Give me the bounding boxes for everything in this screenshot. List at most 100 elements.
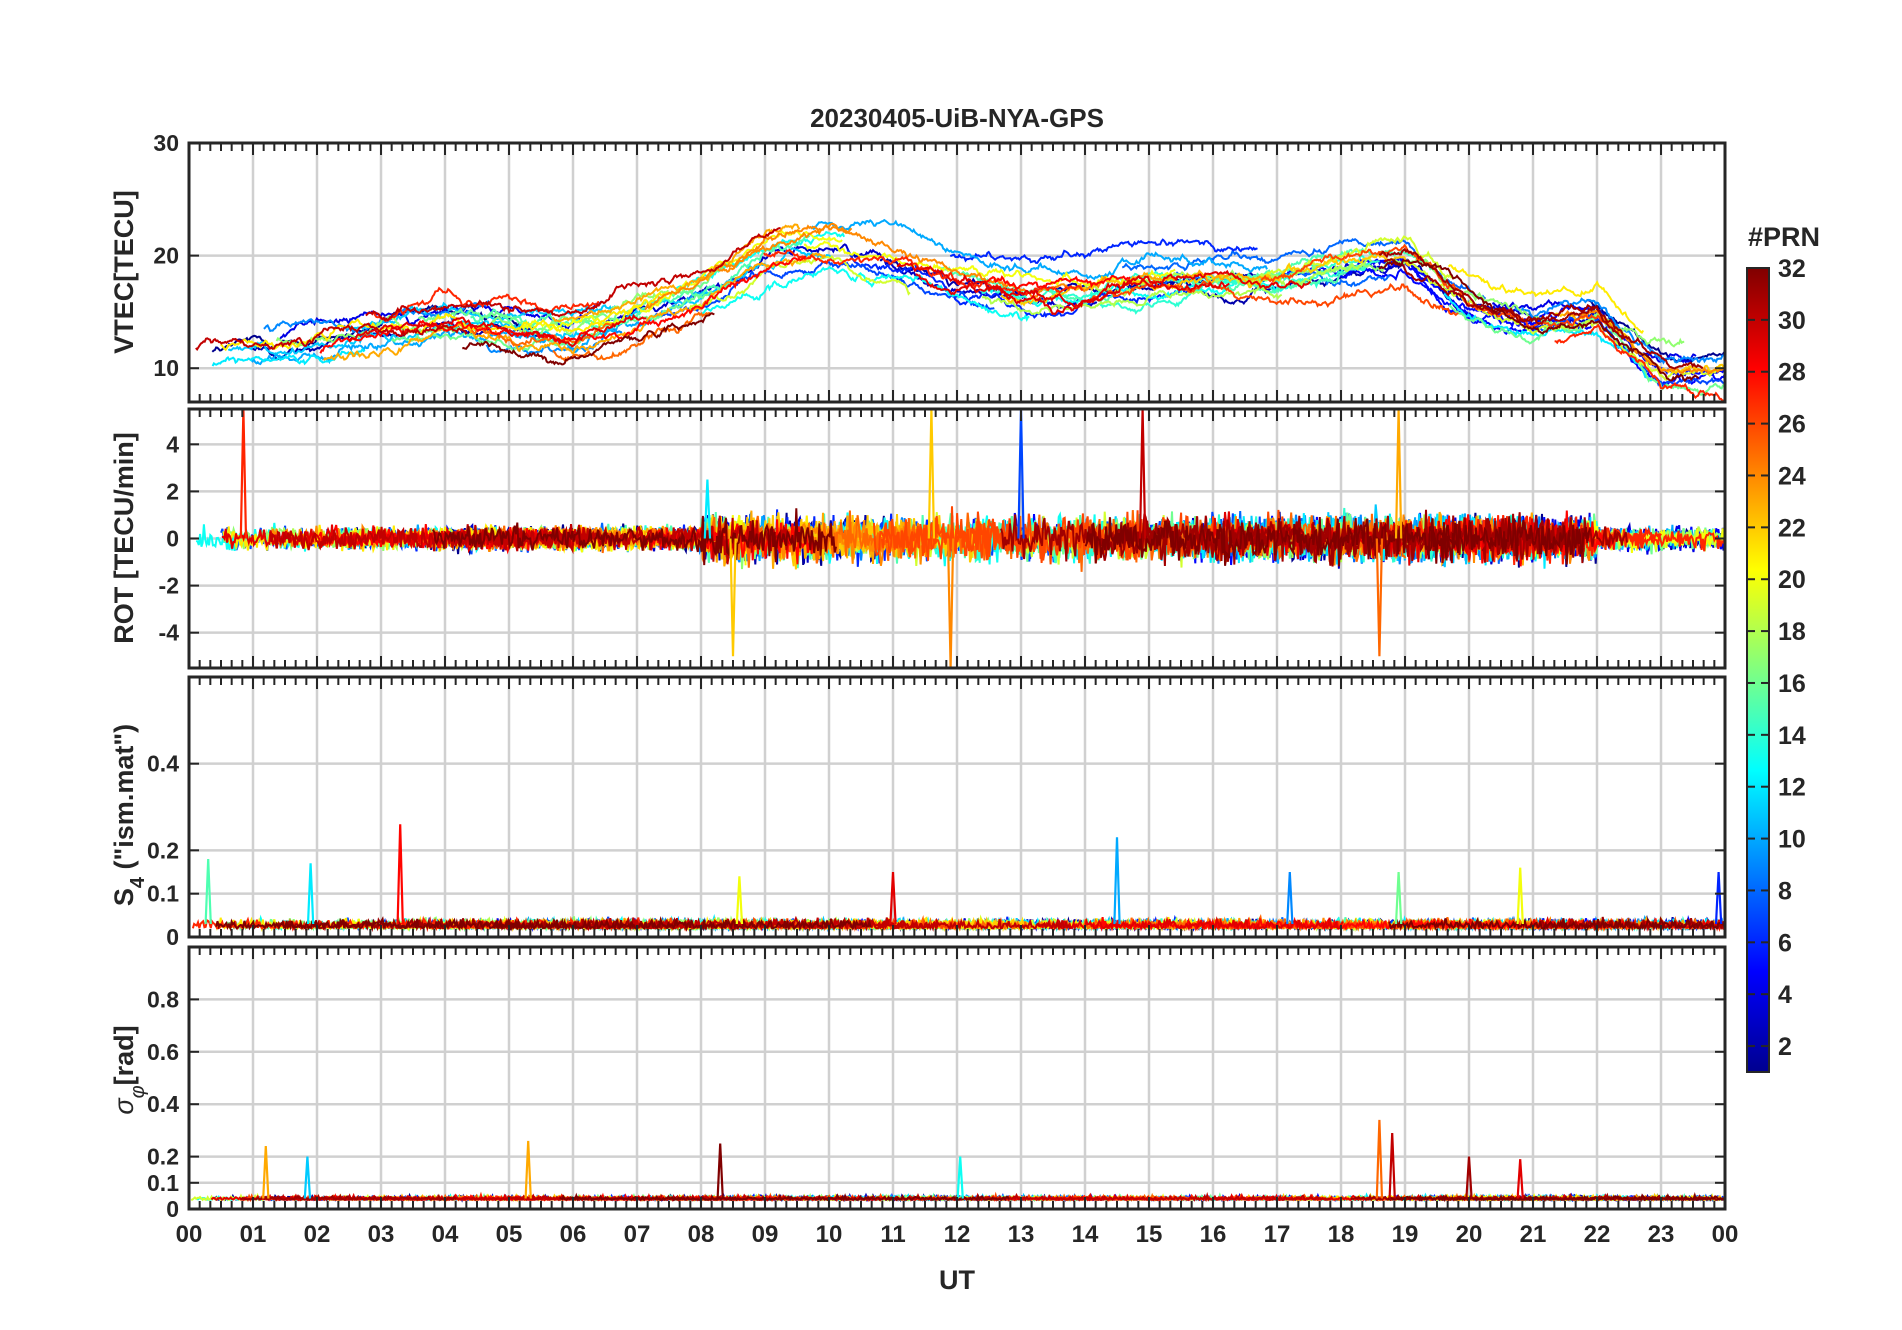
prn-trace: [220, 291, 671, 352]
x-tick-label: 18: [1328, 1221, 1355, 1248]
colorbar-tick-label: 30: [1778, 307, 1806, 335]
x-tick-label: 02: [304, 1221, 331, 1248]
x-tick-label: 10: [816, 1221, 843, 1248]
peak-spike: [1286, 871, 1294, 925]
x-tick-label: 22: [1584, 1221, 1611, 1248]
x-tick-label: 12: [944, 1221, 971, 1248]
data-traces: [195, 218, 1725, 402]
peak-spike: [1017, 409, 1025, 539]
colorbar-tick-label: 14: [1778, 722, 1806, 750]
prn-trace: [365, 227, 781, 322]
prn-trace: [1563, 309, 1725, 376]
peak-spike: [1394, 871, 1403, 925]
x-tick-labels: 00 01 02 03 04 05 06 07 08 09 10 11 12 13 14 15 16 17 18 19…: [176, 1221, 1739, 1248]
prn-trace: [559, 1192, 1010, 1202]
prn-trace: [551, 223, 801, 323]
colorbar-tick-label: 28: [1778, 359, 1806, 387]
y-tick-label: 0.2: [147, 1144, 179, 1170]
sigma-phi-panel: 00.10.2 0.4 0.6 0.8 σφ[rad]: [109, 945, 1727, 1222]
y-label-rest: ("ism.mat"): [109, 724, 139, 877]
peak-spike: [306, 863, 315, 925]
colorbar-tick-label: 12: [1778, 774, 1806, 802]
peak-spike: [927, 409, 936, 539]
peak-spike: [396, 824, 404, 925]
prn-trace: [803, 240, 1176, 287]
peak-spike: [716, 1143, 724, 1199]
peak-spike: [1113, 837, 1121, 925]
peak-spike: [889, 871, 897, 925]
colorbar-tick-label: 4: [1778, 981, 1792, 1009]
x-tick-label: 01: [240, 1221, 267, 1248]
prn-trace: [1388, 915, 1725, 932]
prn-trace: [896, 262, 1312, 308]
prn-trace: [417, 264, 726, 334]
x-tick-label: 23: [1648, 1221, 1675, 1248]
x-minor-ticks: [188, 409, 1726, 668]
peak-spike: [1375, 538, 1384, 657]
colorbar-label: #PRN: [1748, 222, 1820, 252]
prn-trace: [915, 273, 1230, 316]
s4-panel: 00.10.20.4S4 ("ism.mat"): [109, 675, 1727, 950]
x-tick-label: 16: [1200, 1221, 1227, 1248]
data-traces: [191, 1119, 1725, 1203]
peak-spike: [1138, 409, 1147, 539]
y-tick-labels: 10 20 30: [153, 130, 1725, 381]
prn-trace: [1554, 323, 1725, 402]
x-tick-label: 00: [1712, 1221, 1739, 1248]
peak-spike: [303, 1156, 312, 1199]
y-tick-label: 0.1: [147, 1170, 179, 1196]
peak-spike: [239, 409, 248, 539]
prn-trace: [431, 508, 837, 566]
x-minor-ticks: [188, 947, 1726, 1209]
y-tick-label: 0.4: [147, 751, 179, 777]
y-axis-label: S4 ("ism.mat"): [109, 724, 149, 906]
prn-trace: [716, 222, 853, 273]
peak-spike: [1516, 1159, 1524, 1199]
prn-trace: [348, 313, 647, 348]
y-label-subscript: φ: [127, 1085, 149, 1098]
colorbar-bar: [1746, 267, 1770, 1073]
vtec-panel: 10 20 30 VTEC[TECU]: [109, 130, 1727, 404]
colorbar-tick-label: 26: [1778, 411, 1806, 439]
peak-spike: [735, 876, 744, 925]
y-label-rest: [rad]: [109, 1025, 139, 1085]
colorbar-tick-label: 6: [1778, 929, 1792, 957]
prn-trace: [1378, 247, 1704, 370]
prn-trace: [1247, 235, 1455, 286]
y-tick-labels: 0 0.1 0.2 0.4: [147, 751, 1725, 950]
y-axis-label: σφ[rad]: [109, 1025, 149, 1114]
colorbar-tick-label: 18: [1778, 618, 1806, 646]
x-tick-label: 03: [368, 1221, 395, 1248]
y-axis-label: ROT [TECU/min]: [109, 432, 139, 643]
prn-trace: [552, 311, 712, 362]
prn-trace: [322, 252, 827, 361]
peak-spike: [524, 1140, 532, 1199]
colorbar-tick-label: 8: [1778, 877, 1792, 905]
prn-trace: [1126, 269, 1270, 285]
prn-trace: [492, 915, 872, 933]
x-tick-label: 20: [1456, 1221, 1483, 1248]
y-tick-label: 0.4: [147, 1091, 179, 1117]
prn-trace: [1428, 516, 1591, 565]
x-minor-ticks: [188, 677, 1726, 937]
peak-spike: [703, 479, 712, 539]
prn-trace: [1511, 1192, 1725, 1203]
peak-spike: [729, 538, 737, 657]
x-tick-label: 15: [1136, 1221, 1163, 1248]
prn-trace: [810, 218, 1268, 281]
prn-trace: [846, 248, 1191, 319]
x-tick-label: 14: [1072, 1221, 1099, 1248]
x-tick-label: 13: [1008, 1221, 1035, 1248]
x-axis-label: UT: [939, 1265, 975, 1295]
x-tick-label: 21: [1520, 1221, 1547, 1248]
y-tick-label: -2: [159, 573, 179, 599]
prn-trace: [1000, 509, 1454, 567]
prn-trace: [391, 289, 715, 353]
peak-spike: [1516, 867, 1524, 925]
x-tick-label: 09: [752, 1221, 779, 1248]
y-tick-label: 2: [166, 478, 179, 504]
x-tick-label: 07: [624, 1221, 651, 1248]
x-tick-label: 17: [1264, 1221, 1291, 1248]
